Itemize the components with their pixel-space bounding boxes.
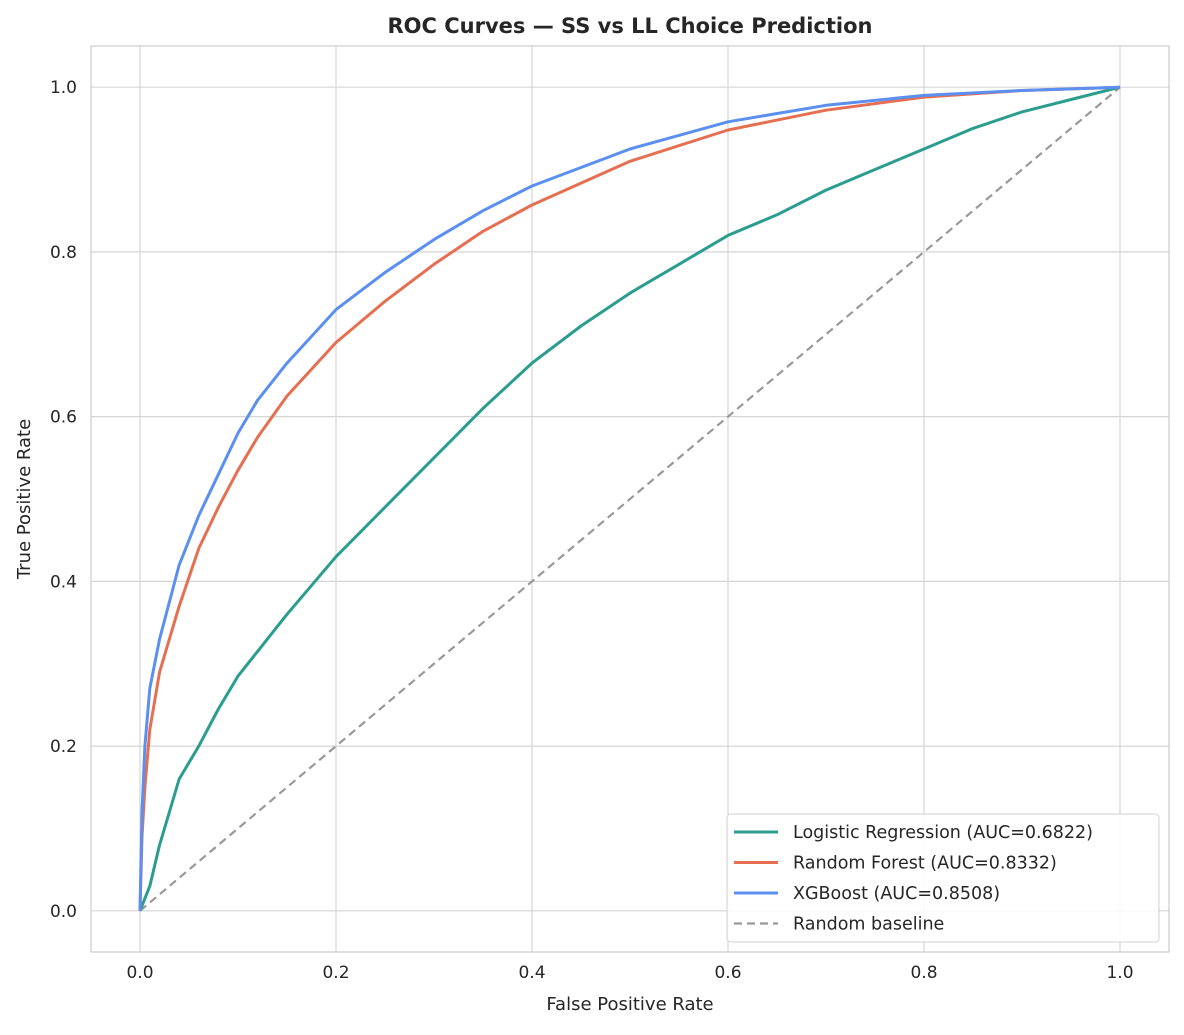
y-tick-label: 0.2 [50, 737, 77, 757]
series-lines [138, 85, 1121, 912]
chart-title: ROC Curves — SS vs LL Choice Prediction [388, 14, 873, 38]
series-line [139, 86, 1121, 912]
x-tick-label: 0.0 [126, 963, 153, 983]
x-axis-label: False Positive Rate [546, 994, 713, 1015]
y-tick-label: 0.8 [50, 243, 77, 263]
legend-label: Random Forest (AUC=0.8332) [793, 854, 1057, 874]
y-tick-label: 0.6 [50, 408, 77, 428]
x-tick-label: 0.2 [322, 963, 349, 983]
x-tick-label: 1.0 [1106, 963, 1133, 983]
legend: Logistic Regression (AUC=0.6822) Random F… [726, 813, 1160, 943]
series-line [138, 85, 1121, 912]
series-line [138, 85, 1121, 911]
y-axis-label: True Positive Rate [14, 419, 35, 580]
y-tick-label: 0.0 [50, 902, 77, 922]
y-tick-label: 0.4 [50, 572, 77, 592]
legend-label: Random baseline [793, 915, 944, 935]
legend-label: Logistic Regression (AUC=0.6822) [793, 823, 1093, 843]
y-tick-label: 1.0 [50, 78, 77, 98]
x-tick-label: 0.4 [518, 963, 545, 983]
series-line [138, 85, 1121, 911]
tick-labels: 0.0 0.2 0.4 0.6 0.8 1.0 0.0 0.2 0.4 0.6 0.8 1.0 [50, 78, 1134, 983]
legend-box [726, 813, 1160, 943]
plot-frame [90, 45, 1170, 953]
grid [91, 46, 1169, 952]
x-tick-label: 0.8 [910, 963, 937, 983]
legend-label: XGBoost (AUC=0.8508) [793, 884, 1000, 904]
x-tick-label: 0.6 [714, 963, 741, 983]
